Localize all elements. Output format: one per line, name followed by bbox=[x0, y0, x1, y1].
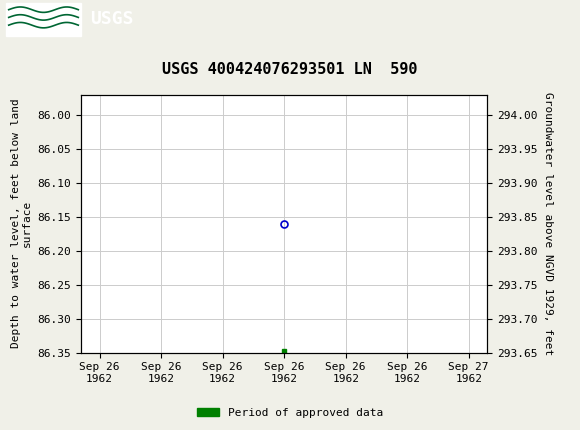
Y-axis label: Groundwater level above NGVD 1929, feet: Groundwater level above NGVD 1929, feet bbox=[543, 92, 553, 355]
Text: USGS 400424076293501 LN  590: USGS 400424076293501 LN 590 bbox=[162, 62, 418, 77]
Y-axis label: Depth to water level, feet below land
surface: Depth to water level, feet below land su… bbox=[10, 99, 32, 348]
Bar bbox=[6, 3, 81, 36]
Text: USGS: USGS bbox=[90, 10, 133, 28]
Legend: Period of approved data: Period of approved data bbox=[193, 403, 387, 422]
